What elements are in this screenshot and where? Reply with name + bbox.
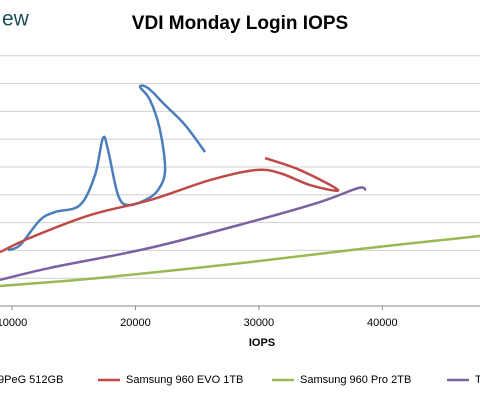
logo: ew: [2, 8, 30, 31]
x-axis-label: IOPS: [249, 337, 275, 349]
x-tick-label: 20000: [120, 317, 151, 329]
series-line: [0, 156, 340, 254]
legend-label: T: [475, 374, 480, 386]
series-line: [0, 186, 367, 282]
series-line: [0, 234, 480, 288]
x-tick-label: 10000: [0, 317, 27, 329]
series-line: [7, 84, 207, 252]
legend-label: Samsung 960 Pro 2TB: [300, 374, 411, 386]
legend-label: 9PeG 512GB: [0, 374, 63, 386]
legend-label: Samsung 960 EVO 1TB: [126, 374, 243, 386]
x-tick-label: 40000: [367, 317, 398, 329]
chart-title: VDI Monday Login IOPS: [132, 13, 348, 34]
x-tick-label: 30000: [244, 317, 275, 329]
